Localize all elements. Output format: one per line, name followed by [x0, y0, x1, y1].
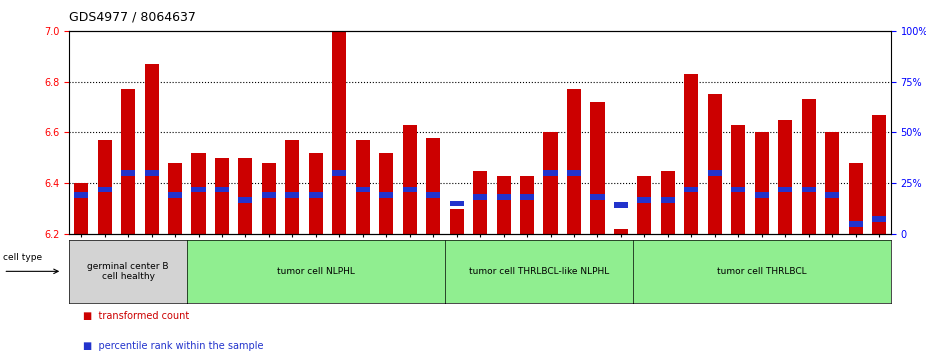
- Bar: [238, 158, 253, 234]
- Bar: [121, 170, 135, 176]
- Bar: [637, 176, 652, 234]
- Bar: [74, 183, 88, 234]
- Bar: [473, 195, 487, 200]
- Bar: [544, 132, 557, 234]
- Bar: [567, 89, 581, 234]
- Bar: [473, 171, 487, 234]
- Bar: [121, 89, 135, 234]
- Bar: [684, 187, 698, 192]
- Text: tumor cell NLPHL: tumor cell NLPHL: [277, 267, 355, 276]
- Bar: [520, 176, 534, 234]
- Bar: [872, 216, 886, 222]
- Bar: [496, 176, 510, 234]
- Bar: [308, 153, 323, 234]
- Bar: [567, 170, 581, 176]
- Bar: [380, 192, 394, 197]
- Bar: [192, 153, 206, 234]
- Text: tumor cell THRLBCL: tumor cell THRLBCL: [717, 267, 807, 276]
- Bar: [872, 115, 886, 234]
- Bar: [168, 192, 182, 197]
- Bar: [661, 171, 675, 234]
- Bar: [285, 192, 299, 197]
- Bar: [215, 158, 229, 234]
- Bar: [707, 170, 722, 176]
- Bar: [356, 187, 369, 192]
- Bar: [426, 138, 440, 234]
- Bar: [97, 140, 112, 234]
- Bar: [591, 195, 605, 200]
- Text: GDS4977 / 8064637: GDS4977 / 8064637: [69, 11, 196, 24]
- Bar: [732, 125, 745, 234]
- Bar: [380, 153, 394, 234]
- Bar: [356, 140, 369, 234]
- Bar: [825, 192, 839, 197]
- Text: tumor cell THRLBCL-like NLPHL: tumor cell THRLBCL-like NLPHL: [469, 267, 609, 276]
- Bar: [755, 192, 769, 197]
- Bar: [192, 187, 206, 192]
- Bar: [614, 229, 628, 234]
- Bar: [403, 125, 417, 234]
- Bar: [238, 197, 253, 203]
- Text: germinal center B
cell healthy: germinal center B cell healthy: [87, 262, 169, 281]
- Bar: [661, 197, 675, 203]
- Bar: [450, 201, 464, 207]
- Bar: [450, 209, 464, 234]
- Bar: [144, 170, 158, 176]
- Bar: [262, 192, 276, 197]
- Bar: [825, 132, 839, 234]
- Bar: [144, 64, 158, 234]
- Bar: [496, 195, 510, 200]
- Bar: [168, 163, 182, 234]
- Text: ■  percentile rank within the sample: ■ percentile rank within the sample: [83, 341, 264, 351]
- Bar: [332, 170, 346, 176]
- Bar: [802, 99, 816, 234]
- Text: ■  transformed count: ■ transformed count: [83, 311, 190, 321]
- Bar: [520, 195, 534, 200]
- Bar: [215, 187, 229, 192]
- Bar: [778, 187, 793, 192]
- Bar: [262, 163, 276, 234]
- Bar: [544, 170, 557, 176]
- Bar: [848, 221, 863, 227]
- Bar: [74, 192, 88, 197]
- Bar: [848, 163, 863, 234]
- Bar: [591, 102, 605, 234]
- Bar: [732, 187, 745, 192]
- Bar: [755, 132, 769, 234]
- Bar: [308, 192, 323, 197]
- Bar: [684, 74, 698, 234]
- Bar: [778, 120, 793, 234]
- Bar: [614, 202, 628, 208]
- Bar: [332, 31, 346, 234]
- Bar: [802, 187, 816, 192]
- Bar: [285, 140, 299, 234]
- Bar: [707, 94, 722, 234]
- Bar: [637, 197, 652, 203]
- Text: cell type: cell type: [4, 253, 43, 262]
- Bar: [97, 187, 112, 192]
- Bar: [426, 192, 440, 197]
- Bar: [403, 187, 417, 192]
